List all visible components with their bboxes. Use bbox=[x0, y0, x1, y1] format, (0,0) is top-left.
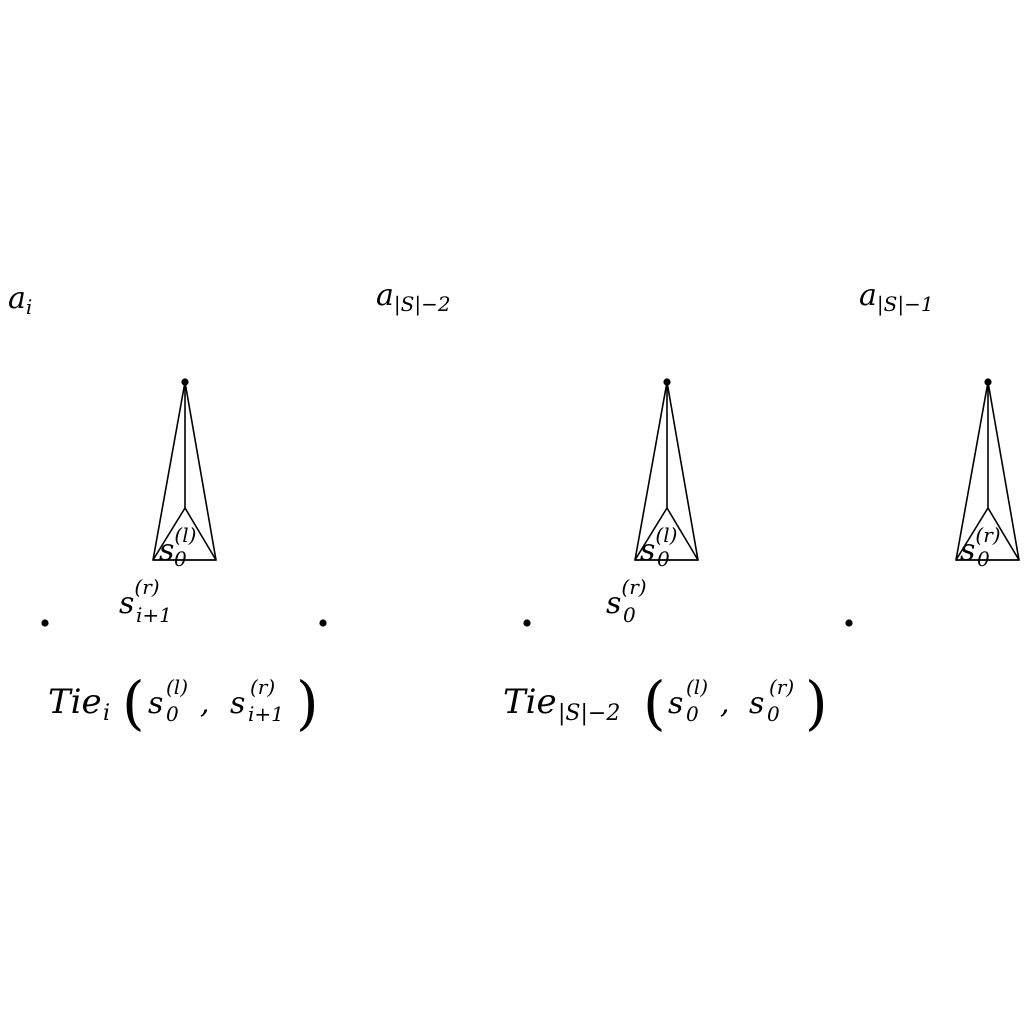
inner-label-s2-base: s bbox=[640, 533, 655, 568]
triangle-gadget-s-minus-2 bbox=[634, 378, 699, 561]
inner-label-s2: s(l) bbox=[640, 523, 677, 568]
tie-i-arg2-base: s bbox=[230, 686, 245, 721]
tie-i-formula: Tie i ( s (l) 0 , s (r) i+1 ) bbox=[48, 669, 319, 737]
tie-i-name-sub: i bbox=[103, 701, 110, 726]
triangle-i-apex-dot bbox=[181, 378, 189, 386]
tie-s2-separator: , bbox=[720, 686, 730, 721]
tie-i-arg1-sub: 0 bbox=[166, 702, 179, 726]
outer-label-i-sub: i+1 bbox=[136, 603, 172, 627]
tie-s2-arg1-sub: 0 bbox=[686, 702, 699, 726]
outer-label-i-base: s bbox=[119, 586, 134, 621]
inner-label-i-base: s bbox=[159, 533, 174, 568]
inner-label-i-sub: 0 bbox=[174, 547, 187, 571]
node-dot-1 bbox=[41, 619, 49, 627]
tie-s2-arg1-base: s bbox=[668, 686, 683, 721]
inner-label-s2-sup: (l) bbox=[655, 523, 677, 547]
inner-label-s1-sub: 0 bbox=[977, 547, 990, 571]
outer-label-s2-sup: (r) bbox=[621, 575, 646, 599]
triangle-i-inner bbox=[152, 507, 217, 561]
inner-label-s1-sup: (r) bbox=[975, 523, 1000, 547]
tie-i-name: Tie bbox=[48, 682, 102, 722]
inner-label-s2-sub: 0 bbox=[657, 547, 670, 571]
node-dot-2 bbox=[319, 619, 327, 627]
tie-s2-arg2-sub: 0 bbox=[767, 702, 780, 726]
tie-i-arg2-sub: i+1 bbox=[248, 702, 284, 726]
node-dot-4 bbox=[845, 619, 853, 627]
inner-label-i: s(l) bbox=[159, 523, 196, 568]
tie-s2-arg2-sup: (r) bbox=[769, 675, 794, 699]
tie-s2-name-sub: |S|−2 bbox=[558, 701, 620, 726]
triangle-s2-apex-dot bbox=[663, 378, 671, 386]
tie-i-left-paren: ( bbox=[122, 669, 145, 737]
label-a-s-minus-1: a|S|−1 bbox=[859, 278, 934, 317]
tie-s2-arg1-sup: (l) bbox=[686, 675, 708, 699]
tie-s2-left-paren: ( bbox=[643, 669, 666, 737]
tie-i-arg1-sup: (l) bbox=[166, 675, 188, 699]
inner-label-s1-base: s bbox=[960, 533, 975, 568]
node-dot-3 bbox=[523, 619, 531, 627]
tie-s2-right-paren: ) bbox=[805, 669, 828, 737]
tie-i-right-paren: ) bbox=[296, 669, 319, 737]
inner-label-i-sup: (l) bbox=[174, 523, 196, 547]
inner-label-s1: s(r) bbox=[960, 523, 1001, 568]
triangle-gadget-i bbox=[152, 378, 217, 561]
label-a-s-minus-2-sub: |S|−2 bbox=[394, 292, 451, 317]
label-a-s-minus-1-base: a bbox=[859, 278, 877, 313]
outer-label-i-sup: (r) bbox=[134, 575, 159, 599]
outer-label-i: s(r) bbox=[119, 575, 160, 621]
outer-label-s2-base: s bbox=[606, 586, 621, 621]
tie-i-arg1-base: s bbox=[148, 686, 163, 721]
tie-i-arg2-sup: (r) bbox=[250, 675, 275, 699]
label-a-i-base: a bbox=[8, 281, 26, 316]
outer-label-s2-sub: 0 bbox=[623, 603, 636, 627]
outer-label-s2: s(r) bbox=[606, 575, 647, 621]
label-a-i: ai bbox=[8, 281, 32, 319]
triangle-gadget-s-minus-1 bbox=[955, 378, 1020, 561]
label-a-s-minus-2-base: a bbox=[376, 278, 394, 313]
tie-s2-arg2-base: s bbox=[749, 686, 764, 721]
label-a-s-minus-2: a|S|−2 bbox=[376, 278, 451, 317]
triangle-s1-apex-dot bbox=[984, 378, 992, 386]
triangle-s2-inner bbox=[634, 507, 699, 561]
tie-i-separator: , bbox=[200, 686, 210, 721]
label-a-s-minus-1-sub: |S|−1 bbox=[877, 292, 934, 317]
tie-s2-name: Tie bbox=[503, 682, 557, 722]
label-a-i-sub: i bbox=[26, 295, 32, 319]
tie-s2-formula: Tie |S|−2 ( s (l) 0 , s (r) 0 ) bbox=[503, 669, 828, 737]
triangle-s1-inner bbox=[955, 507, 1020, 561]
